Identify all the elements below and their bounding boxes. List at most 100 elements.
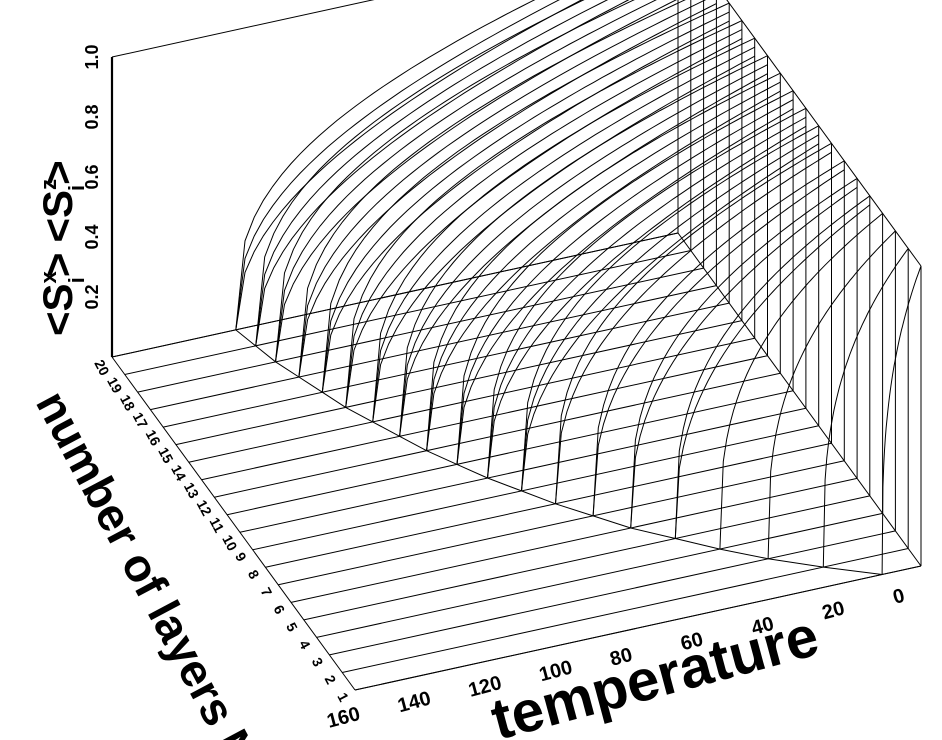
magnetization-curves bbox=[235, 0, 922, 575]
y-tick-label: 17 bbox=[130, 409, 152, 430]
critical-temperature-trace bbox=[235, 329, 883, 575]
magnetization-curve bbox=[521, 143, 819, 491]
magnetization-curve bbox=[255, 0, 585, 346]
magnetization-curve bbox=[255, 0, 609, 346]
y-tick-label: 18 bbox=[117, 392, 139, 413]
z-axis-title-z: <S bbox=[34, 190, 81, 243]
z-tick-label: 0.8 bbox=[82, 104, 102, 129]
z-tick-label: 0.2 bbox=[82, 284, 102, 309]
magnetization-curve bbox=[372, 46, 755, 422]
y-tick-label: 14 bbox=[168, 462, 190, 483]
z-axis-title-z-sub: i bbox=[64, 185, 89, 191]
magnetization-curve bbox=[767, 230, 896, 559]
y-tick-label: 4 bbox=[296, 637, 314, 652]
y-tick-label: 1 bbox=[334, 690, 352, 705]
magnetization-curve bbox=[592, 160, 845, 516]
magnetization-curve bbox=[298, 0, 686, 378]
floor-grid-line bbox=[124, 250, 691, 375]
magnetization-curve bbox=[521, 134, 819, 491]
x-tick-label: 160 bbox=[325, 703, 363, 733]
floor-right-edge bbox=[677, 232, 922, 567]
x-tick-label: 0 bbox=[891, 585, 907, 609]
y-tick-label: 20 bbox=[91, 357, 113, 378]
magnetization-curve bbox=[487, 107, 807, 479]
y-tick-label: 5 bbox=[283, 620, 301, 635]
magnetization-curve bbox=[822, 248, 909, 568]
magnetization-curve bbox=[592, 169, 845, 516]
floor-grid-line bbox=[290, 477, 858, 603]
magnetization-curve bbox=[487, 125, 807, 479]
magnetization-curve bbox=[674, 204, 871, 539]
magnetization-curve bbox=[630, 186, 858, 529]
floor-grid-line bbox=[188, 337, 755, 463]
floor-grid-line bbox=[163, 302, 730, 428]
z-axis-title-z-close: > bbox=[34, 160, 81, 185]
back-wall-top-edge bbox=[111, 0, 375, 58]
y-tick-label: 6 bbox=[270, 602, 288, 617]
magnetization-curve bbox=[235, 0, 583, 330]
magnetization-curve bbox=[426, 90, 781, 451]
magnetization-curve bbox=[719, 213, 883, 550]
z-axis-title-x: <S bbox=[34, 283, 81, 336]
y-tick-label: 12 bbox=[194, 497, 216, 518]
floor-grid-line bbox=[354, 565, 922, 691]
magnetization-curve bbox=[521, 125, 819, 491]
z-tick-label: 0.6 bbox=[82, 164, 102, 189]
y-tick-label: 8 bbox=[245, 567, 263, 582]
magnetization-curve bbox=[399, 64, 768, 437]
magnetization-curve bbox=[235, 0, 560, 330]
z-tick-label: 0.4 bbox=[82, 224, 102, 249]
z-tick-label: 1.0 bbox=[82, 44, 102, 69]
y-tick-label: 2 bbox=[322, 672, 340, 687]
magnetization-curve bbox=[321, 11, 730, 393]
magnetization-curve bbox=[555, 142, 832, 504]
x-tick-label: 20 bbox=[820, 597, 847, 624]
magnetization-curve bbox=[298, 3, 717, 378]
magnetization-curve bbox=[298, 0, 707, 378]
magnetization-curve bbox=[630, 177, 858, 529]
chart-frame bbox=[110, 0, 922, 691]
floor-grid-line bbox=[111, 232, 679, 358]
y-tick-label: 3 bbox=[309, 655, 327, 670]
magnetization-curve bbox=[399, 73, 768, 437]
magnetization-curve bbox=[674, 195, 871, 539]
magnetization-curve bbox=[555, 151, 832, 504]
floor-grid-line bbox=[316, 512, 883, 638]
magnetization-curve bbox=[456, 99, 794, 465]
y-tick-label: 15 bbox=[155, 444, 177, 465]
floor-grid-line bbox=[201, 355, 768, 481]
z-axis-title: <Sx i><Sz i> bbox=[34, 160, 89, 336]
z-axis-title-z-sup: z bbox=[36, 179, 61, 190]
floor-grid-line bbox=[278, 460, 845, 586]
floor-grid-line bbox=[252, 425, 819, 551]
floor-grid-line bbox=[265, 442, 832, 568]
floor-grid-line bbox=[329, 530, 896, 656]
y-tick-label: 9 bbox=[232, 550, 250, 565]
magnetization-curve bbox=[487, 116, 807, 479]
floor-grid-line bbox=[150, 285, 717, 411]
floor-grid-line bbox=[226, 390, 794, 516]
x-tick-label: 140 bbox=[395, 687, 433, 717]
magnetization-curve bbox=[275, 0, 657, 362]
y-tick-label: 7 bbox=[258, 585, 276, 600]
z-axis-title-x-sup: x bbox=[36, 270, 61, 283]
magnetization-curve bbox=[372, 55, 755, 422]
y-tick-label: 11 bbox=[206, 515, 227, 536]
z-axis-title-x-close: > bbox=[34, 253, 81, 278]
y-axis-line bbox=[111, 356, 356, 691]
magnetization-curve bbox=[235, 0, 536, 330]
floor-grid-line bbox=[303, 495, 870, 621]
magnetization-curve bbox=[399, 55, 768, 437]
magnetization-curve bbox=[456, 108, 794, 465]
y-tick-label: 13 bbox=[181, 480, 203, 501]
magnetization-curve bbox=[321, 20, 730, 393]
magnetization-curve bbox=[255, 0, 630, 346]
magnetization-curve bbox=[426, 81, 781, 451]
magnetization-curve bbox=[275, 0, 677, 362]
y-tick-label: 10 bbox=[219, 532, 241, 553]
x-axis-title: temperature bbox=[485, 603, 826, 740]
floor-grid-line bbox=[214, 372, 781, 498]
floor-grid-line bbox=[342, 548, 909, 673]
magnetization-curve bbox=[345, 38, 743, 408]
